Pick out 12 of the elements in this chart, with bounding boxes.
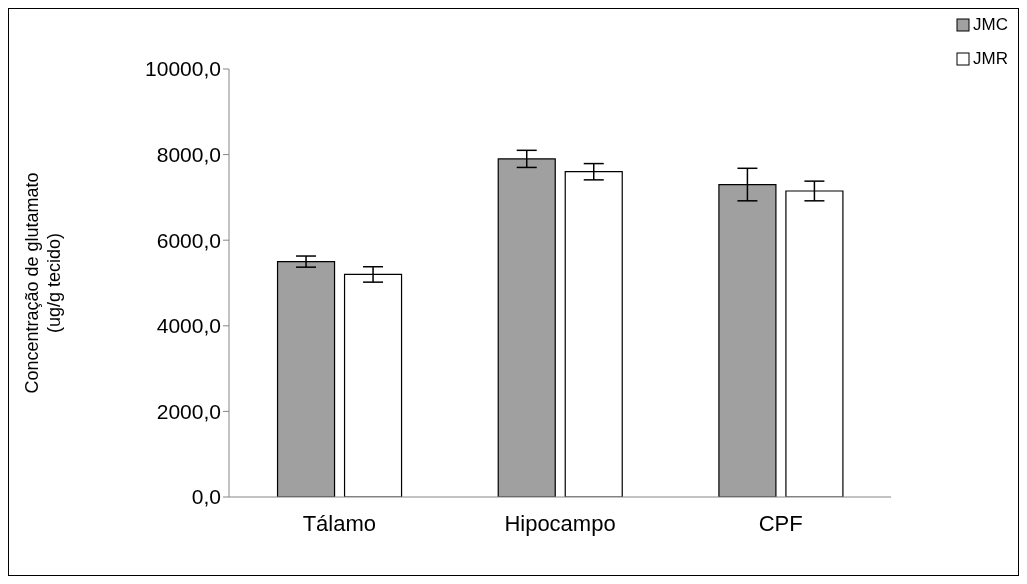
x-tick-label: CPF (758, 510, 803, 536)
y-tick-label: 6000,0 (156, 228, 221, 252)
y-axis-title: Concentração de glutamato (ug/g tecido) (22, 172, 64, 394)
y-tick-label: 8000,0 (156, 143, 221, 167)
legend-label: JMR (972, 49, 1008, 69)
x-tick-label: Hipocampo (504, 510, 616, 536)
x-tick-label: Tálamo (302, 510, 377, 536)
y-tick-label: 2000,0 (156, 399, 221, 423)
y-tick-label: 10000,0 (145, 57, 221, 81)
y-tick-label: 0,0 (191, 485, 221, 509)
legend-label: JMC (972, 15, 1008, 35)
y-tick-label: 4000,0 (156, 314, 221, 338)
